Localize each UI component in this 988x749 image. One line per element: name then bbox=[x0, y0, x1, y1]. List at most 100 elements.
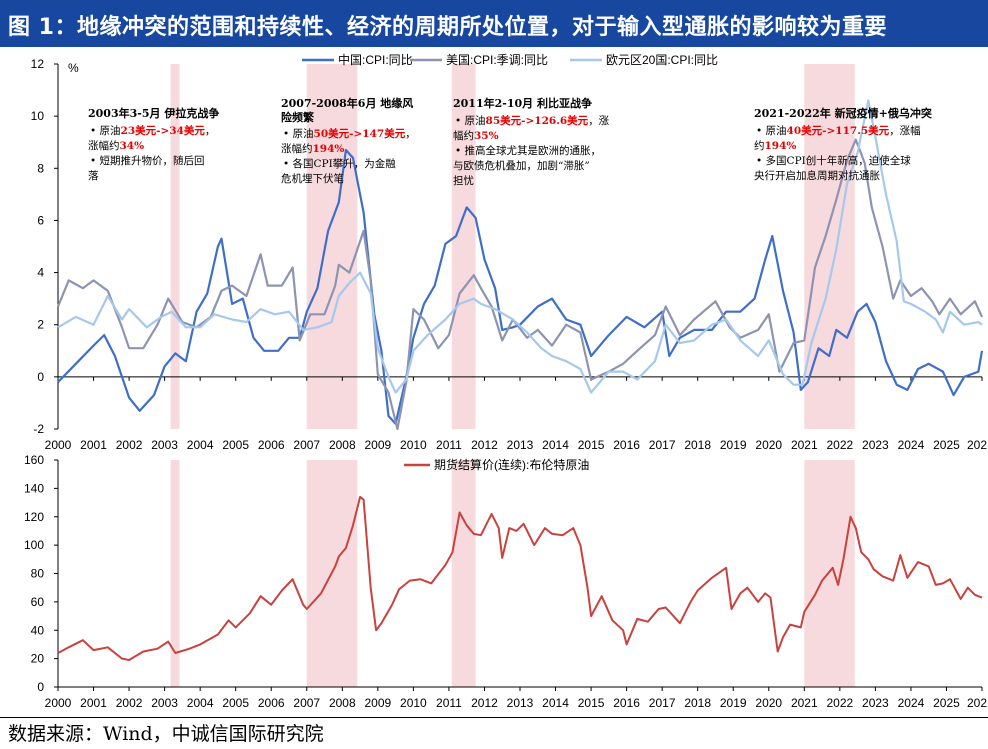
annotation-line: 幅约35% bbox=[453, 129, 499, 142]
page-title: 图 1：地缘冲突的范围和持续性、经济的周期所处位置，对于输入型通胀的影响较为重要 bbox=[8, 15, 887, 40]
annotation-text: ， bbox=[205, 125, 216, 137]
annotation-line: 危机埋下伏笔 bbox=[281, 172, 344, 185]
annotation-highlight: 34% bbox=[120, 140, 145, 152]
x-tick-label: 2021 bbox=[791, 438, 818, 452]
x-tick-label: 2025 bbox=[933, 438, 960, 452]
x-tick-label: 2011 bbox=[436, 438, 462, 452]
x-tick-label: 2006 bbox=[258, 696, 285, 710]
x-tick-label: 2019 bbox=[720, 438, 747, 452]
annotation-text: 危机埋下伏笔 bbox=[281, 172, 344, 185]
source-note: 数据来源：Wind，中诚信国际研究院 bbox=[8, 723, 324, 745]
annotation-line: • 推高全球尤其是欧洲的通胀， bbox=[455, 144, 601, 157]
annotation-text: 与欧债危机叠加，加剧“滞胀” bbox=[453, 159, 590, 172]
y-unit-label: % bbox=[68, 61, 79, 75]
annotation-text: • 多国CPI创十年新高，迫使全球 bbox=[756, 154, 911, 167]
legend-label-brent: 期货结算价(连续):布伦特原油 bbox=[434, 457, 589, 472]
annotation-highlight: 194% bbox=[313, 143, 345, 155]
x-tick-label: 2005 bbox=[222, 438, 249, 452]
x-tick-label: 2000 bbox=[45, 696, 72, 710]
x-tick-label: 2016 bbox=[613, 696, 640, 710]
x-tick-label: 2017 bbox=[649, 696, 676, 710]
x-tick-label: 2003 bbox=[151, 696, 178, 710]
y-tick-label: 60 bbox=[31, 595, 45, 609]
annotation-text: ， bbox=[405, 128, 416, 140]
x-tick-label: 2004 bbox=[187, 438, 214, 452]
series-line-brent bbox=[57, 495, 983, 661]
x-tick-label: 2012 bbox=[471, 438, 498, 452]
annotation-highlight: 85美元->126.6美元 bbox=[486, 114, 589, 127]
y-tick-label: 80 bbox=[31, 567, 45, 581]
x-tick-label: 2022 bbox=[826, 696, 853, 710]
y-tick-label: 2 bbox=[37, 318, 44, 332]
x-tick-label: 2010 bbox=[400, 438, 427, 452]
annotation-title: 2021-2022年 新冠疫情+俄乌冲突 bbox=[754, 106, 932, 120]
x-tick-label: 2007 bbox=[293, 438, 320, 452]
x-tick-label: 2011 bbox=[436, 696, 462, 710]
annotation-text: 约 bbox=[754, 139, 765, 152]
x-tick-label: 202 bbox=[967, 438, 987, 452]
annotation-line: 与欧债危机叠加，加剧“滞胀” bbox=[453, 159, 590, 172]
x-tick-label: 2017 bbox=[649, 438, 676, 452]
annotation-text: 涨幅约 bbox=[88, 139, 120, 152]
annotation-text: • 原油 bbox=[455, 114, 486, 127]
x-tick-label: 2012 bbox=[471, 696, 498, 710]
x-tick-label: 2002 bbox=[116, 696, 143, 710]
annotation-line: • 原油85美元->126.6美元，涨 bbox=[455, 114, 610, 127]
annotation-line: • 短期推升物价，随后回 bbox=[90, 154, 205, 167]
annotation-text: 涨幅约 bbox=[281, 142, 313, 155]
annotation-text: • 原油 bbox=[283, 127, 314, 140]
y-tick-label: 0 bbox=[37, 680, 44, 694]
x-tick-label: 2010 bbox=[400, 696, 427, 710]
shaded-period bbox=[451, 460, 476, 687]
y-tick-label: 100 bbox=[24, 538, 44, 552]
x-tick-label: 2021 bbox=[791, 696, 818, 710]
x-tick-label: 2024 bbox=[898, 696, 925, 710]
x-tick-label: 2014 bbox=[542, 696, 569, 710]
x-tick-label: 2025 bbox=[933, 696, 960, 710]
shaded-period bbox=[451, 64, 476, 429]
legend-label-china: 中国:CPI:同比 bbox=[338, 52, 413, 67]
brent-chart: 0 20 40 60 80 100 120 140 160 2000 2001 2002 2003 200… bbox=[24, 453, 987, 710]
annotation-line: • 原油23美元->34美元， bbox=[90, 124, 215, 137]
x-tick-label: 2008 bbox=[329, 438, 356, 452]
x-tick-label: 2013 bbox=[507, 696, 534, 710]
x-tick-label: 2008 bbox=[329, 696, 356, 710]
x-tick-label: 2013 bbox=[507, 438, 534, 452]
annotation-title: 2007-2008年6月 地缘风 bbox=[281, 96, 413, 110]
y-tick-label: 6 bbox=[37, 213, 44, 227]
x-tick-label: 2018 bbox=[684, 438, 711, 452]
y-tick-label: 20 bbox=[31, 652, 45, 666]
x-tick-label: 2016 bbox=[613, 438, 640, 452]
series-line-euro bbox=[57, 99, 983, 394]
x-tick-label: 2001 bbox=[80, 696, 107, 710]
x-tick-label: 2001 bbox=[80, 438, 107, 452]
x-tick-label: 2023 bbox=[862, 438, 889, 452]
shaded-period bbox=[804, 460, 855, 687]
annotation-text: • 原油 bbox=[90, 124, 121, 137]
x-tick-label: 2015 bbox=[578, 438, 605, 452]
legend-label-us: 美国:CPI:季调:同比 bbox=[446, 53, 548, 67]
shaded-period bbox=[170, 64, 180, 429]
annotation-line: 担忧 bbox=[453, 174, 474, 187]
y-tick-label: 8 bbox=[37, 161, 44, 175]
annotation-title: 2003年3-5月 伊拉克战争 bbox=[88, 106, 219, 120]
annotation-highlight: 23美元->34美元 bbox=[121, 124, 206, 137]
x-tick-label: 2022 bbox=[826, 438, 853, 452]
annotation-text: • 原油 bbox=[756, 124, 787, 137]
y-tick-label: 4 bbox=[37, 266, 44, 280]
annotation-title-cont: 险频繁 bbox=[281, 110, 315, 124]
annotation-text: ，涨 bbox=[588, 115, 609, 127]
title-bar: 图 1：地缘冲突的范围和持续性、经济的周期所处位置，对于输入型通胀的影响较为重要 bbox=[0, 0, 988, 47]
x-tick-label: 2009 bbox=[364, 696, 391, 710]
annotation-text: • 各国CPI攀升，为金融 bbox=[283, 157, 396, 170]
x-tick-label: 2023 bbox=[862, 696, 889, 710]
y-tick-label: 120 bbox=[24, 510, 44, 524]
x-tick-label: 2000 bbox=[45, 438, 72, 452]
annotation-highlight: 194% bbox=[765, 140, 797, 152]
x-tick-label: 2018 bbox=[684, 696, 711, 710]
annotation-text: • 推高全球尤其是欧洲的通胀， bbox=[455, 144, 601, 157]
x-tick-label: 2006 bbox=[258, 438, 285, 452]
annotation-text: 幅约 bbox=[453, 129, 474, 142]
x-tick-label: 2003 bbox=[151, 438, 178, 452]
y-tick-label: 40 bbox=[31, 623, 45, 637]
